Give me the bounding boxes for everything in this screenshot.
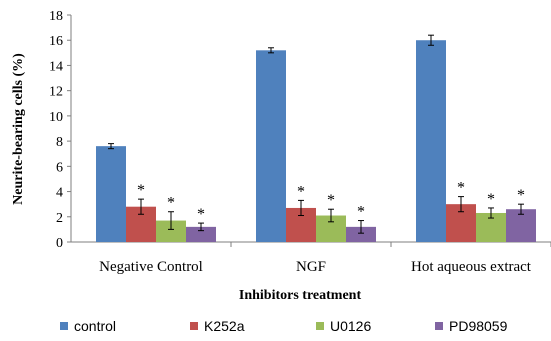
significance-marker: * bbox=[487, 191, 495, 208]
legend-swatch bbox=[190, 322, 198, 330]
plot-area: 0 2 4 6 8 10 12 14 16 18 Negative Control * * * NGF * * *… bbox=[49, 9, 551, 275]
y-tick-label: 16 bbox=[49, 34, 63, 49]
significance-marker: * bbox=[197, 206, 205, 223]
y-tick-label: 0 bbox=[56, 236, 63, 251]
significance-marker: * bbox=[137, 182, 145, 199]
y-tick-label: 10 bbox=[49, 110, 63, 125]
x-tick-label: Negative Control bbox=[99, 259, 203, 275]
bar bbox=[96, 146, 126, 242]
y-tick-label: 4 bbox=[56, 186, 63, 201]
y-tick-label: 14 bbox=[49, 59, 63, 74]
x-axis-label: Inhibitors treatment bbox=[239, 288, 362, 303]
bar bbox=[256, 50, 286, 242]
y-tick-label: 8 bbox=[56, 135, 63, 150]
x-tick-label: NGF bbox=[296, 259, 326, 275]
significance-marker: * bbox=[167, 195, 175, 212]
legend-label: U0126 bbox=[330, 318, 371, 334]
bar bbox=[346, 226, 376, 242]
legend-label: PD98059 bbox=[449, 318, 508, 334]
bar bbox=[156, 220, 186, 242]
bar bbox=[416, 40, 446, 242]
y-tick-label: 12 bbox=[49, 85, 63, 100]
legend-swatch bbox=[435, 322, 443, 330]
significance-marker: * bbox=[327, 192, 335, 209]
y-axis-label: Neurite-bearing cells (%) bbox=[11, 53, 26, 205]
legend-swatch bbox=[316, 322, 324, 330]
legend-label: K252a bbox=[204, 318, 245, 334]
significance-marker: * bbox=[357, 204, 365, 221]
y-tick-label: 6 bbox=[56, 160, 63, 175]
legend: control K252a U0126 PD98059 bbox=[60, 318, 508, 334]
x-tick-label: Hot aqueous extract bbox=[411, 259, 532, 275]
bar bbox=[186, 226, 216, 242]
significance-marker: * bbox=[457, 180, 465, 197]
significance-marker: * bbox=[297, 183, 305, 200]
y-tick-label: 2 bbox=[56, 211, 63, 226]
legend-label: control bbox=[74, 318, 116, 334]
legend-swatch bbox=[60, 322, 68, 330]
significance-marker: * bbox=[517, 187, 525, 204]
y-tick-label: 18 bbox=[49, 9, 63, 24]
